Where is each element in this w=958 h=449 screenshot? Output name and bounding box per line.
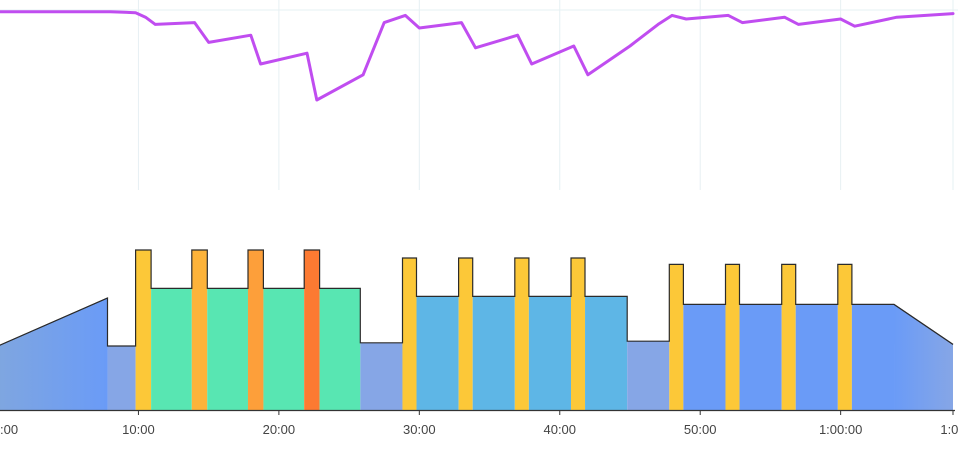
- curve-point-26: [741, 21, 744, 24]
- segment-block-9: [319, 288, 361, 410]
- segment-block-16: [528, 296, 571, 410]
- curve-point-30: [853, 25, 856, 28]
- curve-point-8: [259, 62, 262, 66]
- curve-point-17: [516, 34, 519, 37]
- curve-point-3: [144, 16, 147, 19]
- curve-point-27: [783, 16, 786, 19]
- curve-point-28: [797, 23, 800, 26]
- interval-bar-8: [304, 250, 320, 410]
- interval-bar-2: [135, 250, 152, 410]
- x-tick-label-6: 1:00:00: [819, 422, 862, 437]
- curve-point-2: [134, 11, 137, 14]
- segment-block-7: [263, 288, 305, 410]
- curve-point-12: [383, 21, 386, 24]
- curve-point-31: [895, 16, 898, 19]
- curve-point-24: [685, 17, 688, 21]
- curve-point-32: [951, 12, 955, 15]
- x-tick-label-7: 1:08: [940, 422, 958, 437]
- interval-bar-17: [571, 258, 586, 410]
- curve-point-1: [109, 10, 112, 13]
- x-tick-label-0: :00: [0, 422, 18, 437]
- segment-outline: [0, 249, 954, 347]
- curve-point-9: [305, 52, 309, 55]
- fatigue-curve-line: [0, 10, 955, 102]
- x-tick-label-3: 30:00: [403, 422, 436, 437]
- curve-point-23: [670, 14, 674, 17]
- curve-point-19: [572, 44, 575, 48]
- segment-block-1: [107, 346, 136, 410]
- curve-point-14: [418, 26, 421, 30]
- interval-bar-24: [781, 264, 796, 410]
- x-tick-label-5: 50:00: [684, 422, 717, 437]
- curve-point-20: [586, 73, 590, 77]
- curve-point-18: [530, 62, 533, 66]
- interval-bar-13: [458, 258, 473, 410]
- segment-block-3: [151, 288, 192, 410]
- interval-bar-22: [725, 264, 740, 410]
- segment-block-18: [585, 296, 628, 410]
- segment-block-12: [416, 296, 459, 410]
- segment-block-25: [795, 304, 838, 410]
- curve-point-13: [404, 14, 407, 17]
- segment-block-10: [360, 342, 403, 410]
- segment-ramp-28: [894, 304, 953, 410]
- interval-bar-26: [837, 264, 852, 410]
- curve-point-29: [839, 17, 842, 21]
- curve-point-16: [474, 46, 477, 49]
- interval-bar-15: [514, 258, 529, 410]
- curve-point-22: [656, 23, 660, 26]
- interval-bar-6: [247, 250, 264, 410]
- curve-point-25: [727, 14, 730, 17]
- segment-block-14: [472, 296, 515, 410]
- curve-point-15: [460, 21, 463, 24]
- curve-point-7: [249, 34, 252, 37]
- interval-bar-11: [402, 258, 417, 410]
- segment-ramp-0: [0, 298, 108, 410]
- interval-bar-20: [669, 264, 684, 410]
- segment-block-19: [627, 341, 670, 410]
- segment-block-23: [739, 304, 782, 410]
- segment-block-5: [207, 288, 248, 410]
- curve-point-21: [628, 44, 632, 48]
- curve-point-11: [361, 73, 365, 77]
- interval-bar-4: [191, 250, 208, 410]
- curve-point-6: [207, 41, 210, 44]
- x-tick-label-4: 40:00: [543, 422, 576, 437]
- segment-block-21: [683, 304, 726, 410]
- segment-block-27: [851, 304, 895, 410]
- curve-point-10: [315, 98, 318, 102]
- curve-point-5: [193, 21, 196, 24]
- x-tick-label-2: 20:00: [263, 422, 296, 437]
- curve-point-4: [154, 23, 157, 26]
- x-tick-label-1: 10:00: [122, 422, 155, 437]
